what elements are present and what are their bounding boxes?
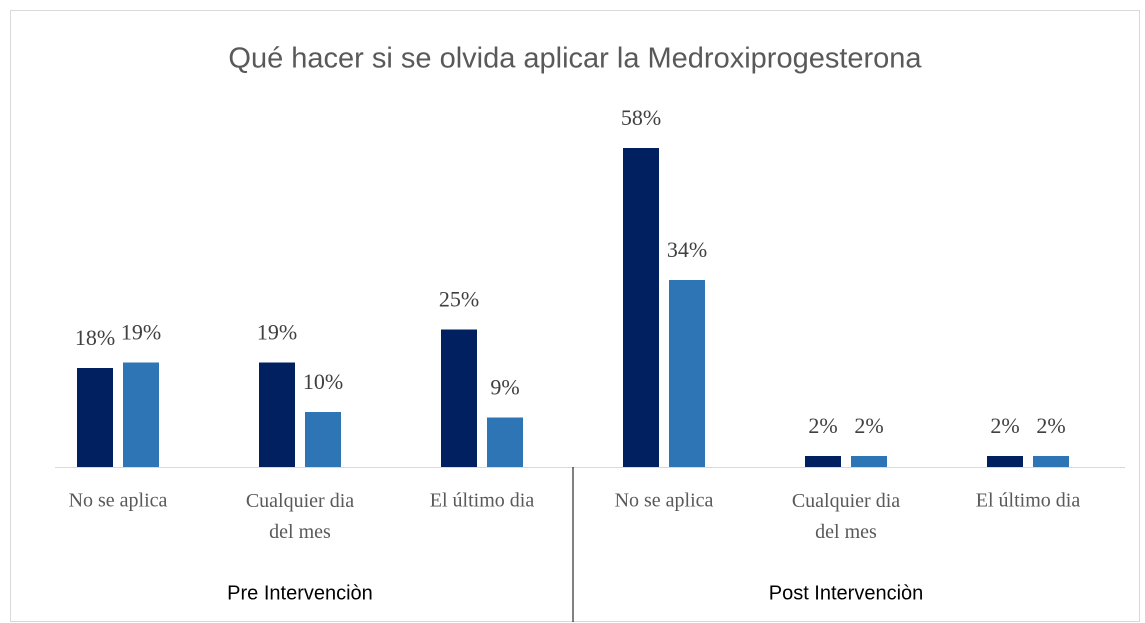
group-label: Post Intervenciòn bbox=[769, 582, 924, 604]
data-label: 25% bbox=[439, 287, 479, 312]
chart-frame bbox=[10, 10, 1140, 622]
data-label: 2% bbox=[854, 413, 883, 438]
data-label: 19% bbox=[121, 320, 161, 345]
data-label: 18% bbox=[75, 325, 115, 350]
data-label: 34% bbox=[667, 237, 707, 262]
bar bbox=[623, 148, 659, 467]
x-tick-label: El último dia bbox=[976, 490, 1081, 512]
bar bbox=[305, 412, 341, 467]
bar bbox=[669, 280, 705, 467]
bar bbox=[487, 417, 523, 467]
bar bbox=[987, 456, 1023, 467]
x-tick-label: Cualquier dia del mes bbox=[792, 490, 900, 543]
x-tick-label: No se aplica bbox=[615, 490, 714, 512]
data-label: 2% bbox=[808, 413, 837, 438]
data-label: 58% bbox=[621, 105, 661, 130]
bar bbox=[851, 456, 887, 467]
data-label: 2% bbox=[1036, 413, 1065, 438]
data-label: 19% bbox=[257, 320, 297, 345]
bar bbox=[1033, 456, 1069, 467]
bar bbox=[259, 362, 295, 467]
group-label: Pre Intervenciòn bbox=[227, 582, 373, 604]
data-label: 9% bbox=[490, 375, 519, 400]
x-tick-label: No se aplica bbox=[69, 490, 168, 512]
data-label: 2% bbox=[990, 413, 1019, 438]
bar bbox=[805, 456, 841, 467]
bar bbox=[441, 329, 477, 467]
bar bbox=[123, 362, 159, 467]
bar bbox=[77, 368, 113, 467]
data-label: 10% bbox=[303, 369, 343, 394]
x-tick-label: El último dia bbox=[430, 490, 535, 512]
chart-title: Qué hacer si se olvida aplicar la Medrox… bbox=[228, 43, 922, 75]
x-tick-label: Cualquier dia del mes bbox=[246, 490, 354, 543]
